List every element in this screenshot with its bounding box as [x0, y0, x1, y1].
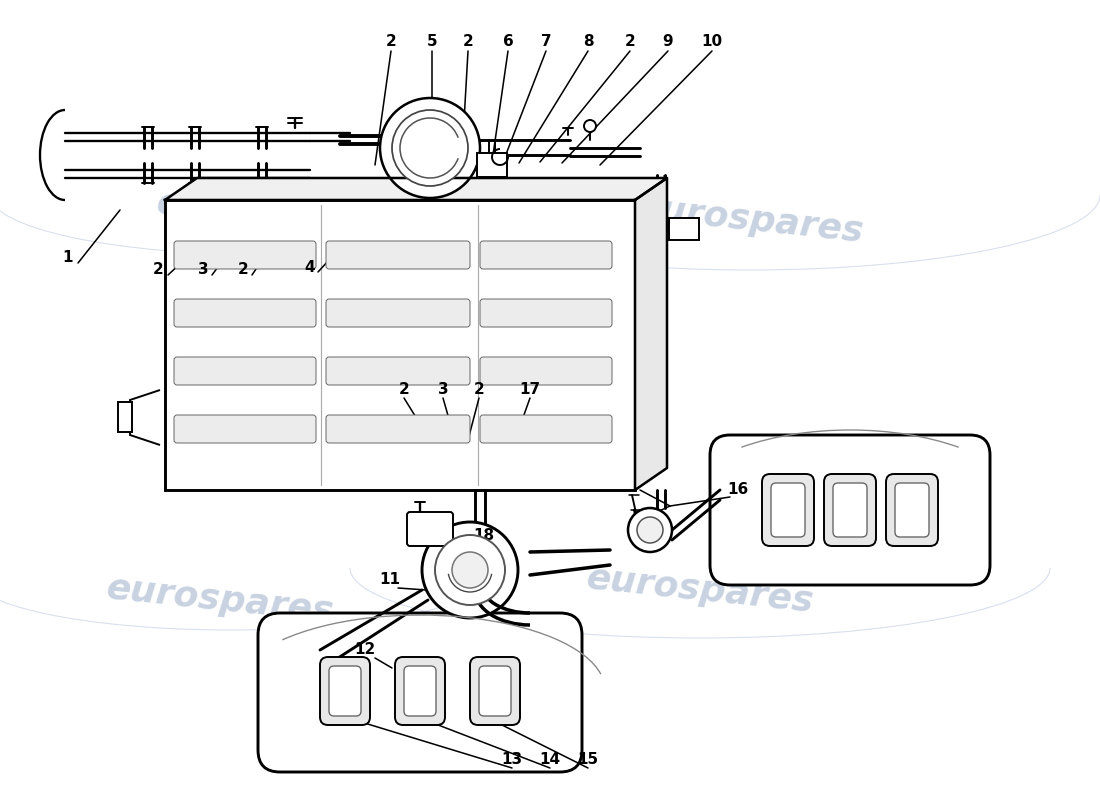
Text: eurospares: eurospares	[104, 571, 336, 629]
Text: 2: 2	[398, 382, 409, 398]
FancyBboxPatch shape	[762, 474, 814, 546]
Text: 2: 2	[474, 382, 484, 398]
Text: 12: 12	[354, 642, 375, 658]
FancyBboxPatch shape	[174, 357, 316, 385]
Text: 17: 17	[519, 382, 540, 398]
FancyBboxPatch shape	[320, 657, 370, 725]
FancyBboxPatch shape	[470, 657, 520, 725]
Text: eurospares: eurospares	[154, 186, 385, 244]
Text: 8: 8	[583, 34, 593, 50]
FancyBboxPatch shape	[480, 357, 612, 385]
Text: 18: 18	[473, 529, 495, 543]
Text: 15: 15	[578, 753, 598, 767]
Bar	[477, 153, 507, 177]
FancyBboxPatch shape	[480, 241, 612, 269]
FancyBboxPatch shape	[329, 666, 361, 716]
FancyBboxPatch shape	[326, 299, 470, 327]
Text: 2: 2	[238, 262, 249, 278]
FancyBboxPatch shape	[824, 474, 876, 546]
Bar	[165, 200, 635, 490]
Bar	[118, 402, 132, 432]
Bar	[669, 218, 698, 240]
Text: eurospares: eurospares	[584, 561, 815, 619]
Circle shape	[452, 552, 488, 588]
Text: 6: 6	[503, 34, 514, 50]
FancyBboxPatch shape	[833, 483, 867, 537]
Text: 13: 13	[502, 753, 522, 767]
Text: eurospares: eurospares	[635, 191, 866, 249]
Circle shape	[637, 517, 663, 543]
Text: 1: 1	[63, 250, 74, 266]
FancyBboxPatch shape	[174, 241, 316, 269]
Text: 2: 2	[386, 34, 396, 50]
FancyBboxPatch shape	[710, 435, 990, 585]
Text: 3: 3	[198, 262, 208, 278]
Polygon shape	[635, 178, 667, 490]
Text: 7: 7	[541, 34, 551, 50]
Circle shape	[584, 120, 596, 132]
Circle shape	[392, 110, 468, 186]
Polygon shape	[165, 178, 667, 200]
FancyBboxPatch shape	[326, 241, 470, 269]
Text: 2: 2	[463, 34, 473, 50]
FancyBboxPatch shape	[771, 483, 805, 537]
Circle shape	[422, 522, 518, 618]
Text: 9: 9	[662, 34, 673, 50]
Circle shape	[434, 535, 505, 605]
FancyBboxPatch shape	[404, 666, 436, 716]
FancyBboxPatch shape	[326, 415, 470, 443]
Text: 3: 3	[438, 382, 449, 398]
Text: 16: 16	[727, 482, 749, 498]
FancyBboxPatch shape	[174, 415, 316, 443]
Circle shape	[628, 508, 672, 552]
FancyBboxPatch shape	[895, 483, 930, 537]
Text: 2: 2	[153, 262, 164, 278]
Text: 4: 4	[305, 261, 316, 275]
Circle shape	[379, 98, 480, 198]
FancyBboxPatch shape	[407, 512, 453, 546]
FancyBboxPatch shape	[258, 613, 582, 772]
FancyBboxPatch shape	[480, 415, 612, 443]
Text: 14: 14	[539, 753, 561, 767]
FancyBboxPatch shape	[886, 474, 938, 546]
FancyBboxPatch shape	[480, 299, 612, 327]
Text: 5: 5	[427, 34, 438, 50]
Text: 10: 10	[702, 34, 723, 50]
Text: 11: 11	[379, 573, 400, 587]
FancyBboxPatch shape	[395, 657, 446, 725]
FancyBboxPatch shape	[478, 666, 512, 716]
FancyBboxPatch shape	[174, 299, 316, 327]
FancyBboxPatch shape	[326, 357, 470, 385]
Text: 2: 2	[625, 34, 636, 50]
